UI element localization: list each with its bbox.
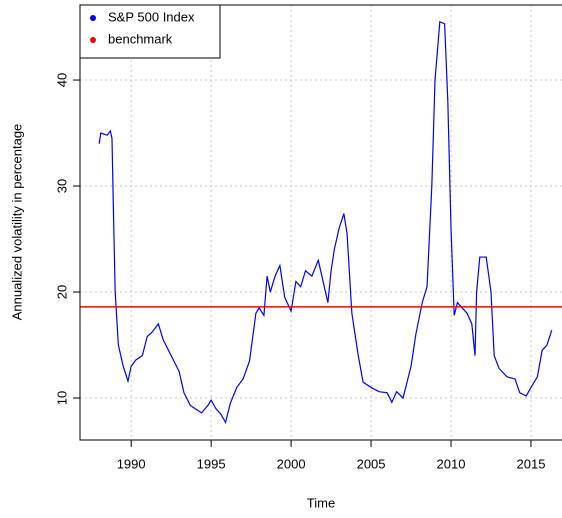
x-axis-label: Time — [307, 495, 335, 510]
x-tick-label: 1995 — [197, 456, 226, 471]
x-tick-label: 2010 — [437, 456, 466, 471]
legend-box — [79, 4, 221, 59]
x-tick-label: 1990 — [117, 456, 146, 471]
legend-label: benchmark — [108, 31, 173, 46]
legend-label: S&P 500 Index — [108, 9, 195, 24]
data-line — [98, 20, 553, 424]
x-tick-label: 2015 — [517, 456, 546, 471]
x-tick-label: 2005 — [357, 456, 386, 471]
plot-frame — [79, 4, 562, 441]
legend-marker — [90, 15, 96, 21]
y-tick-label: 30 — [54, 179, 69, 193]
y-tick-label: 10 — [54, 391, 69, 405]
x-tick-label: 2000 — [277, 456, 306, 471]
legend-marker — [90, 37, 96, 43]
y-tick-label: 40 — [54, 73, 69, 87]
y-axis-label: Annualized volatility in percentage — [9, 124, 24, 321]
legend: S&P 500 Index benchmark — [79, 4, 221, 59]
y-tick-label: 20 — [54, 285, 69, 299]
